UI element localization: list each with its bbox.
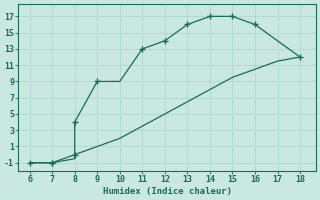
X-axis label: Humidex (Indice chaleur): Humidex (Indice chaleur) xyxy=(103,187,232,196)
